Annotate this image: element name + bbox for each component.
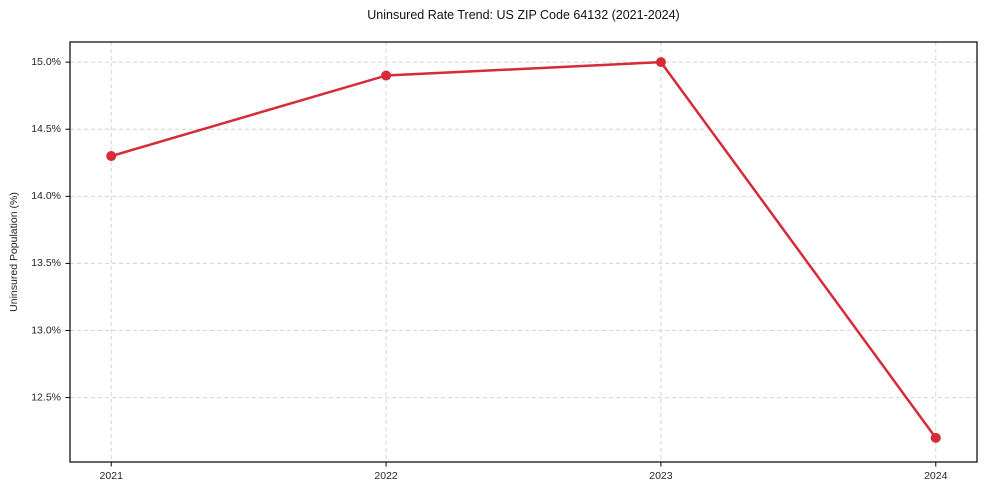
data-point-marker (106, 151, 117, 162)
y-tick-label: 14.5% (31, 123, 61, 135)
series-line (109, 60, 938, 440)
y-tick-label: 12.5% (31, 391, 61, 403)
x-tick-label: 2021 (100, 470, 124, 482)
x-tick-label: 2022 (374, 470, 398, 482)
y-tick-label: 13.5% (31, 257, 61, 269)
y-tick-label: 13.0% (31, 324, 61, 336)
y-tick-label: 15.0% (31, 56, 61, 68)
data-point-marker (655, 57, 666, 68)
plot-border (69, 41, 978, 463)
x-tick-label: 2023 (649, 470, 673, 482)
chart-title: Uninsured Rate Trend: US ZIP Code 64132 … (367, 8, 680, 22)
y-tick-label: 14.0% (31, 190, 61, 202)
data-point-marker (381, 70, 392, 81)
data-point-marker (930, 432, 941, 443)
x-tick-label: 2024 (924, 470, 948, 482)
